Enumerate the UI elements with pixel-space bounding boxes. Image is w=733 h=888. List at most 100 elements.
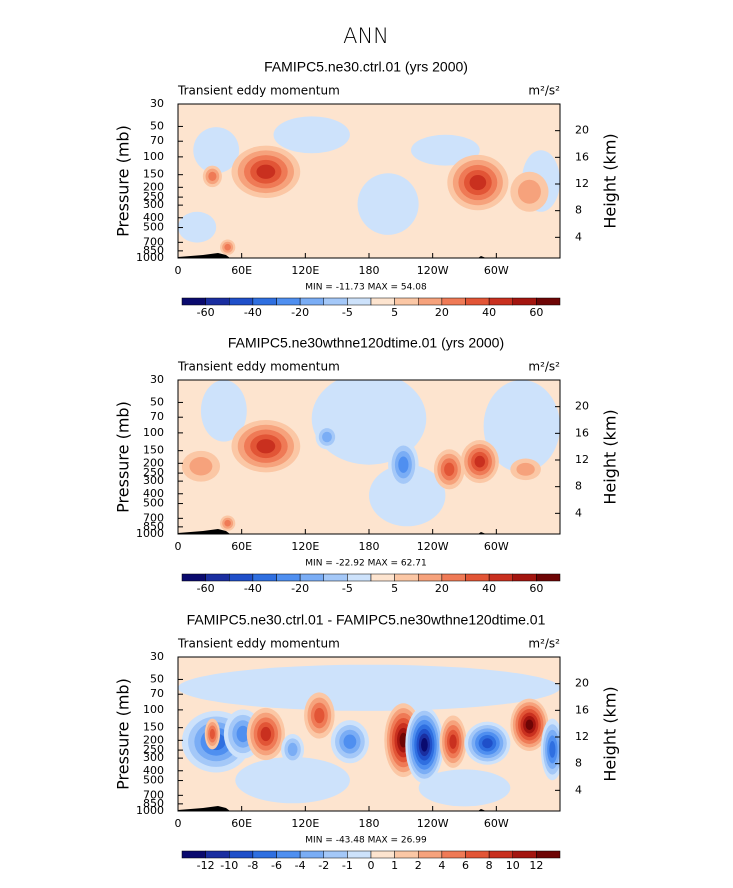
colorbar-box (181, 573, 206, 582)
y-tick-label: 50 (150, 672, 164, 685)
left-string: Transient eddy momentum (177, 84, 340, 98)
contour-region (525, 719, 534, 730)
x-tick-label: 120E (291, 264, 319, 277)
contour-region (287, 742, 298, 757)
colorbar-box (536, 573, 561, 582)
contour-region (369, 464, 446, 527)
colorbar-box (488, 573, 513, 582)
colorbar-box (512, 850, 537, 859)
y-tick-label: 100 (143, 150, 164, 163)
contour-region (516, 462, 535, 476)
panel: FAMIPC5.ne30wthne120dtime.01 (yrs 2000) T… (114, 335, 620, 595)
contour-region (178, 664, 560, 711)
y2-tick-label: 12 (575, 730, 589, 743)
y-tick-label: 400 (143, 764, 164, 777)
x-tick-label: 60E (231, 264, 252, 277)
y-tick-label: 200 (143, 180, 164, 193)
colorbar-label: 60 (529, 582, 543, 595)
y-tick-label: 850 (143, 797, 164, 810)
y-tick-label: 250 (143, 466, 164, 479)
x-tick-label: 60W (484, 264, 509, 277)
colorbar-box (418, 297, 443, 306)
x-tick-label: 120W (417, 264, 449, 277)
colorbar-box (536, 297, 561, 306)
y2-tick-label: 8 (575, 204, 582, 217)
x-tick-label: 120W (417, 817, 449, 830)
y-tick-label: 150 (143, 721, 164, 734)
x-tick-label: 60W (484, 817, 509, 830)
y-tick-label: 30 (150, 650, 164, 663)
contour-region (343, 734, 357, 749)
y-label: Pressure (mb) (114, 125, 133, 237)
contour-region (469, 174, 487, 191)
panel-title: FAMIPC5.ne30.ctrl.01 (yrs 2000) (264, 59, 468, 75)
colorbar-box (512, 573, 537, 582)
contour-region (236, 725, 250, 743)
colorbar-label: -5 (342, 582, 353, 595)
colorbar-box (323, 850, 348, 859)
panel: FAMIPC5.ne30.ctrl.01 - FAMIPC5.ne30wthne… (114, 612, 620, 872)
y-tick-label: 50 (150, 119, 164, 132)
colorbar-box (181, 297, 206, 306)
stats: MIN = -11.73 MAX = 54.08 (305, 283, 427, 293)
colorbar-box (418, 850, 443, 859)
y-tick-label: 700 (143, 788, 164, 801)
y2-tick-label: 12 (575, 453, 589, 466)
units: m²/s² (528, 360, 560, 374)
y2-tick-label: 20 (575, 400, 589, 413)
x-tick-label: 60E (231, 540, 252, 553)
colorbar-box (299, 850, 324, 859)
y-tick-label: 1000 (136, 527, 164, 540)
colorbar-box (488, 297, 513, 306)
x-tick-label: 120W (417, 540, 449, 553)
y-tick-label: 70 (150, 410, 164, 423)
y-tick-label: 150 (143, 444, 164, 457)
colorbar-box (276, 850, 301, 859)
units: m²/s² (528, 84, 560, 98)
colorbar-label: -6 (271, 859, 282, 872)
colorbar-box (252, 297, 277, 306)
contour-field (178, 380, 560, 534)
contour-region (322, 431, 332, 443)
contour-region (398, 456, 409, 473)
y2-tick-label: 16 (575, 426, 589, 439)
colorbar-box (181, 850, 206, 859)
x-tick-label: 0 (175, 817, 182, 830)
stats: MIN = -22.92 MAX = 62.71 (305, 559, 426, 569)
y-tick-label: 70 (150, 134, 164, 147)
y-tick-label: 300 (143, 474, 164, 487)
left-string: Transient eddy momentum (177, 360, 340, 374)
colorbar-label: 10 (506, 859, 520, 872)
contour-region (200, 380, 247, 442)
colorbar-label: 20 (435, 582, 449, 595)
colorbar-box (299, 573, 324, 582)
colorbar-label: -8 (247, 859, 258, 872)
y-tick-label: 200 (143, 733, 164, 746)
colorbar-box (205, 573, 230, 582)
y2-tick-label: 20 (575, 677, 589, 690)
colorbar-label: 40 (482, 582, 496, 595)
y-tick-label: 250 (143, 743, 164, 756)
x-tick-label: 60W (484, 540, 509, 553)
x-tick-label: 60E (231, 817, 252, 830)
colorbar-box (229, 297, 254, 306)
contour-region (224, 243, 231, 251)
contour-region (189, 457, 213, 476)
colorbar-box (512, 297, 537, 306)
units: m²/s² (528, 637, 560, 651)
colorbar-box (229, 850, 254, 859)
y2-tick-label: 4 (575, 783, 582, 796)
colorbar-box (323, 573, 348, 582)
colorbar-box (347, 850, 372, 859)
colorbar-label: -60 (197, 582, 215, 595)
contour-field (178, 657, 560, 811)
colorbar-label: -60 (197, 306, 215, 319)
x-tick-label: 120E (291, 540, 319, 553)
colorbar-box (418, 573, 443, 582)
y-tick-label: 400 (143, 487, 164, 500)
y-tick-label: 700 (143, 511, 164, 524)
contour-region (549, 741, 556, 758)
y-tick-label: 500 (143, 774, 164, 787)
y2-label: Height (km) (601, 409, 620, 504)
